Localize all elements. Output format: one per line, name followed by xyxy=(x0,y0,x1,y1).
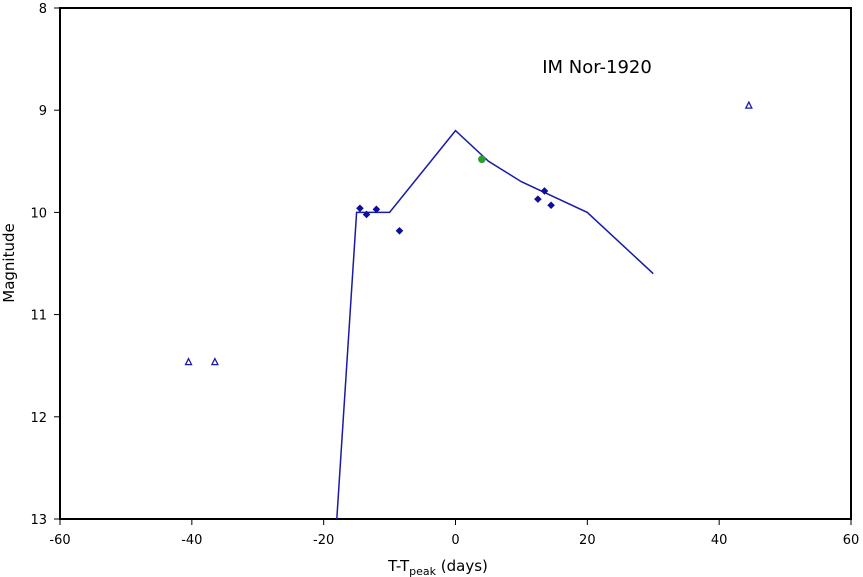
diamond-point xyxy=(372,205,381,214)
diamond-point xyxy=(395,226,404,235)
diamond-point xyxy=(534,195,542,203)
y-tick-label: 13 xyxy=(30,513,47,528)
x-tick-label: 40 xyxy=(711,533,728,548)
triangle-point xyxy=(210,357,219,366)
chart-title: IM Nor-1920 xyxy=(542,57,652,78)
diamond-point xyxy=(547,201,555,210)
x-tick-label: -40 xyxy=(181,533,202,548)
x-axis-title-main: T-T xyxy=(387,557,410,575)
y-axis-title: Magnitude xyxy=(0,223,18,302)
x-tick-label: -20 xyxy=(313,533,334,548)
y-tick-label: 9 xyxy=(39,104,47,119)
x-tick-label: 20 xyxy=(579,533,596,548)
model-line xyxy=(336,129,654,520)
triangle-point xyxy=(744,100,753,109)
diamond-point xyxy=(362,210,371,219)
diamond-point xyxy=(356,204,364,213)
x-axis-ticks: -60 -40 -20 0 20 40 60 xyxy=(49,519,859,548)
x-axis-title: T-Tpeak (days) xyxy=(387,557,488,577)
y-axis-ticks: 8 9 10 11 12 13 xyxy=(30,2,60,528)
x-axis-title-suffix: (days) xyxy=(436,557,488,575)
x-axis-title-subscript: peak xyxy=(409,565,436,577)
diamond-point xyxy=(540,187,549,195)
series-layer xyxy=(184,100,753,520)
x-tick-label: 60 xyxy=(843,533,860,548)
y-tick-label: 12 xyxy=(30,411,47,426)
y-tick-label: 11 xyxy=(30,309,47,324)
y-tick-label: 10 xyxy=(30,206,47,221)
circle-point xyxy=(478,155,486,164)
x-tick-label: 0 xyxy=(451,533,459,548)
triangle-point xyxy=(184,357,193,366)
x-tick-label: -60 xyxy=(49,533,70,548)
y-tick-label: 8 xyxy=(39,2,47,17)
plot-frame xyxy=(59,7,852,520)
